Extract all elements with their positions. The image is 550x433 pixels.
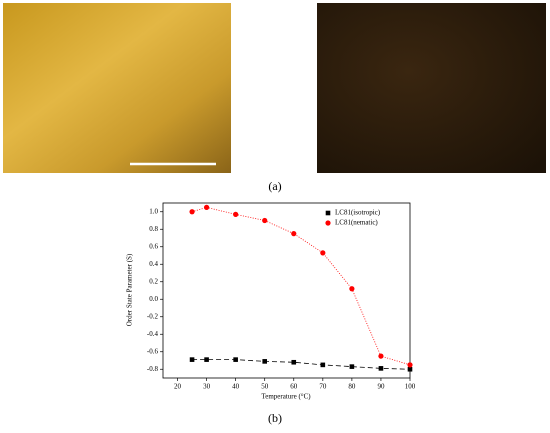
x-tick-label: 20 [174,383,182,391]
point [349,364,355,369]
micrograph-right [317,3,546,173]
y-tick-label: -0.2 [147,312,159,320]
x-tick-label: 90 [377,383,385,391]
x-tick-label: 30 [203,383,211,391]
point [320,362,326,368]
legend-label: LC81(nematic) [335,219,378,227]
point [349,286,355,292]
point [320,250,326,256]
y-tick-label: -0.6 [147,347,159,355]
point [262,359,268,364]
point [189,209,195,215]
x-tick-label: 40 [232,383,240,391]
y-tick-label: 0.4 [149,260,158,268]
y-tick-label: -0.8 [147,365,159,373]
x-tick-label: 80 [348,383,356,391]
point [203,204,210,210]
point [291,359,297,365]
x-tick-label: 50 [261,383,269,391]
point [378,353,384,359]
legend-label: LC81(isotropic) [335,209,381,217]
point [407,366,413,372]
point [378,366,384,371]
point [189,357,195,362]
point [262,217,268,224]
legend-marker [325,220,331,226]
series-line [191,206,411,366]
y-tick-label: -0.4 [147,330,159,338]
plot-frame [162,202,411,379]
micrograph-left [3,3,231,173]
point [233,357,238,362]
point [291,231,297,237]
legend-marker [325,210,331,216]
y-tick-label: 0.2 [149,277,158,285]
x-tick-label: 100 [405,383,416,391]
y-tick-label: 0.8 [149,225,158,233]
y-tick-label: 1.0 [149,207,158,215]
x-axis-label: Temperature (°C) [261,393,311,401]
point [204,357,209,362]
y-tick-label: 0.6 [149,242,158,250]
caption-b: (b) [268,411,282,425]
y-axis-label: Order State Parameter (S) [126,253,134,326]
point [233,211,239,217]
point [407,362,413,368]
series-line [192,359,411,370]
caption-a: (a) [268,179,281,193]
x-tick-label: 60 [290,383,298,391]
x-tick-label: 70 [319,383,327,391]
y-tick-label: 0.0 [149,295,158,303]
